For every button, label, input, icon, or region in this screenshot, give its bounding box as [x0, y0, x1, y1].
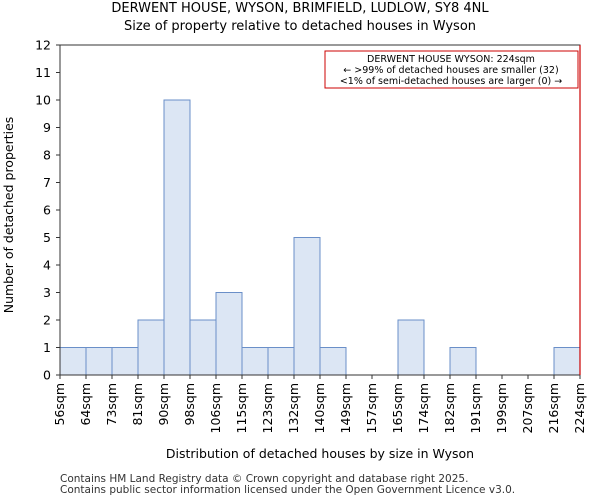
x-tick-label: 174sqm	[416, 383, 431, 433]
x-tick-label: 106sqm	[208, 383, 223, 433]
bar-216sqm	[553, 347, 581, 376]
bar-140sqm	[319, 347, 347, 376]
x-tick-label: 132sqm	[286, 383, 301, 433]
bars-group	[59, 99, 581, 376]
bar-90sqm	[163, 99, 191, 376]
x-tick-label: 56sqm	[52, 383, 67, 426]
bar-64sqm	[85, 347, 113, 376]
y-tick-label: 11	[35, 65, 51, 80]
y-tick-label: 6	[43, 203, 51, 218]
annotation-frame	[324, 50, 579, 89]
y-tick-label: 5	[43, 230, 51, 245]
x-tick-label: 73sqm	[104, 383, 119, 426]
x-tick-label: 165sqm	[390, 383, 405, 433]
x-tick-label: 81sqm	[130, 383, 145, 426]
x-tick-label: 149sqm	[338, 383, 353, 433]
y-tick-label: 12	[35, 38, 51, 53]
bar-81sqm	[137, 319, 165, 376]
y-tick-label: 9	[43, 120, 51, 135]
bar-165sqm	[397, 319, 425, 376]
x-tick-label: 207sqm	[520, 383, 535, 433]
x-tick-label: 216sqm	[546, 383, 561, 433]
bar-98sqm	[189, 319, 217, 376]
x-tick-label: 191sqm	[468, 383, 483, 433]
x-tick-label: 123sqm	[260, 383, 275, 433]
y-tick-label: 2	[43, 313, 51, 328]
y-tick-label: 0	[43, 368, 51, 383]
annotation-line-1: DERWENT HOUSE WYSON: 224sqm	[367, 54, 535, 65]
bar-182sqm	[449, 347, 477, 376]
chart-subtitle: Size of property relative to detached ho…	[123, 19, 477, 34]
annotation-box: DERWENT HOUSE WYSON: 224sqm ← >99% of de…	[324, 50, 579, 89]
y-tick-label: 4	[43, 258, 51, 273]
x-axis: 56sqm 64sqm 73sqm 81sqm 90sqm 98sqm 106sqm 115s…	[52, 375, 587, 433]
x-tick-label: 64sqm	[78, 383, 93, 426]
y-tick-label: 7	[43, 175, 51, 190]
bar-56sqm	[59, 347, 87, 376]
y-tick-label: 10	[35, 93, 51, 108]
annotation-line-3: <1% of semi-detached houses are larger (…	[340, 76, 562, 87]
footer-line-2: Contains public sector information licen…	[60, 484, 516, 496]
x-tick-label: 90sqm	[156, 383, 171, 426]
x-axis-label: Distribution of detached houses by size …	[166, 446, 474, 461]
y-tick-label: 8	[43, 148, 51, 163]
bar-115sqm	[241, 347, 269, 376]
x-tick-label: 224sqm	[572, 383, 587, 433]
x-tick-label: 182sqm	[442, 383, 457, 433]
footer-line-1: Contains HM Land Registry data © Crown c…	[60, 473, 469, 485]
annotation-line-2: ← >99% of detached houses are smaller (3…	[343, 65, 558, 76]
y-tick-label: 1	[43, 340, 51, 355]
x-tick-label: 98sqm	[182, 383, 197, 426]
y-tick-label: 3	[43, 285, 51, 300]
bar-73sqm	[111, 347, 139, 376]
y-axis-label: Number of detached properties	[1, 117, 16, 314]
bar-123sqm	[267, 347, 295, 376]
bar-106sqm	[215, 292, 243, 376]
x-tick-label: 115sqm	[234, 383, 249, 433]
chart-title: DERWENT HOUSE, WYSON, BRIMFIELD, LUDLOW,…	[111, 1, 489, 16]
x-tick-label: 157sqm	[364, 383, 379, 433]
x-tick-label: 140sqm	[312, 383, 327, 433]
bar-132sqm	[293, 237, 321, 376]
x-tick-label: 199sqm	[494, 383, 509, 433]
